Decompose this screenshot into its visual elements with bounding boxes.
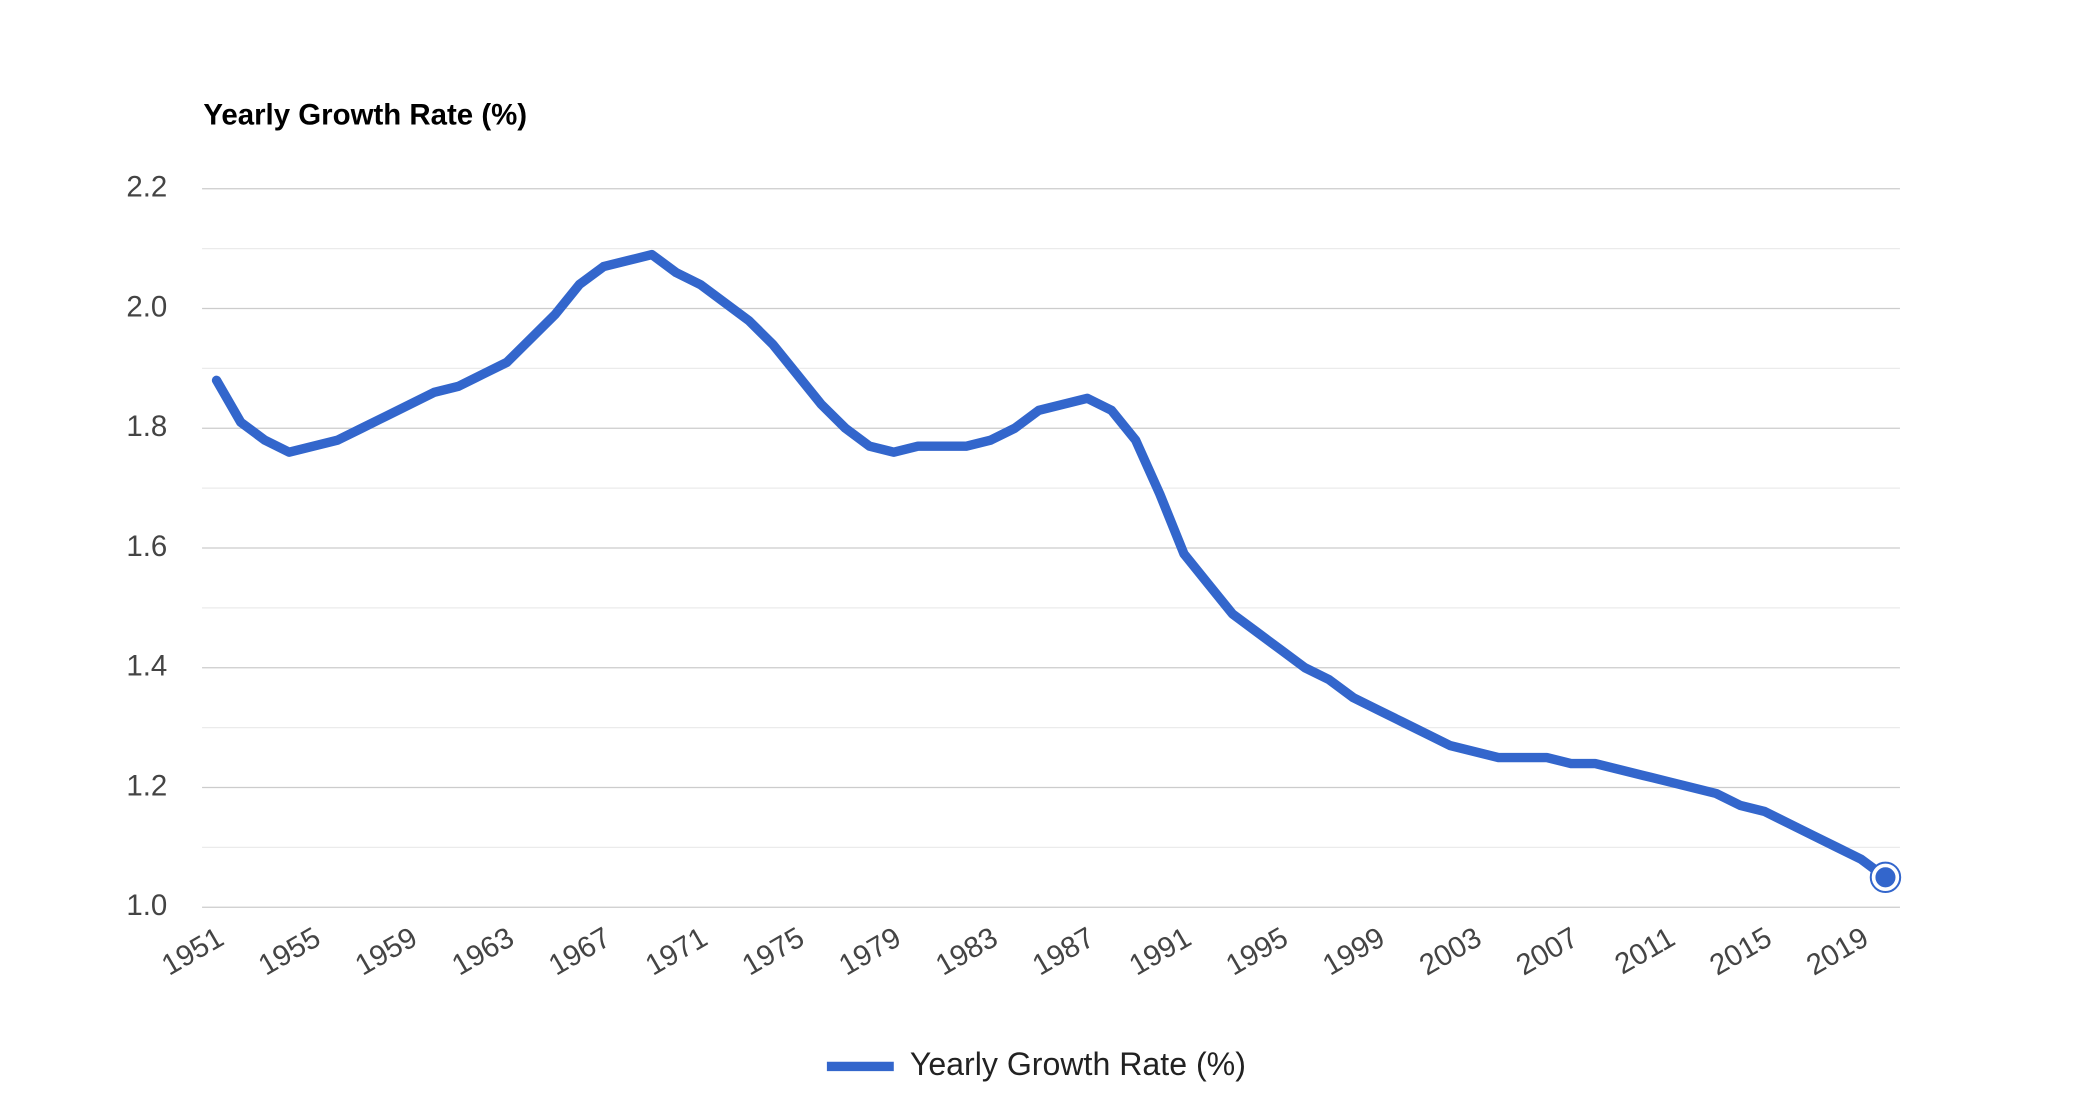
last-point-ring	[1869, 861, 1902, 894]
y-tick-label: 1.0	[126, 889, 167, 922]
y-tick-label: 1.6	[126, 530, 167, 563]
y-tick-label: 2.2	[126, 171, 167, 204]
y-tick-label: 1.4	[126, 650, 167, 683]
data-line	[211, 249, 1891, 883]
y-tick-label: 2.0	[126, 290, 167, 323]
y-tick-label: 1.8	[126, 410, 167, 443]
y-tick-label: 1.2	[126, 769, 167, 802]
legend-label: Yearly Growth Rate (%)	[910, 1046, 1246, 1082]
chart-title: Yearly Growth Rate (%)	[203, 98, 527, 131]
last-point	[1871, 863, 1900, 892]
